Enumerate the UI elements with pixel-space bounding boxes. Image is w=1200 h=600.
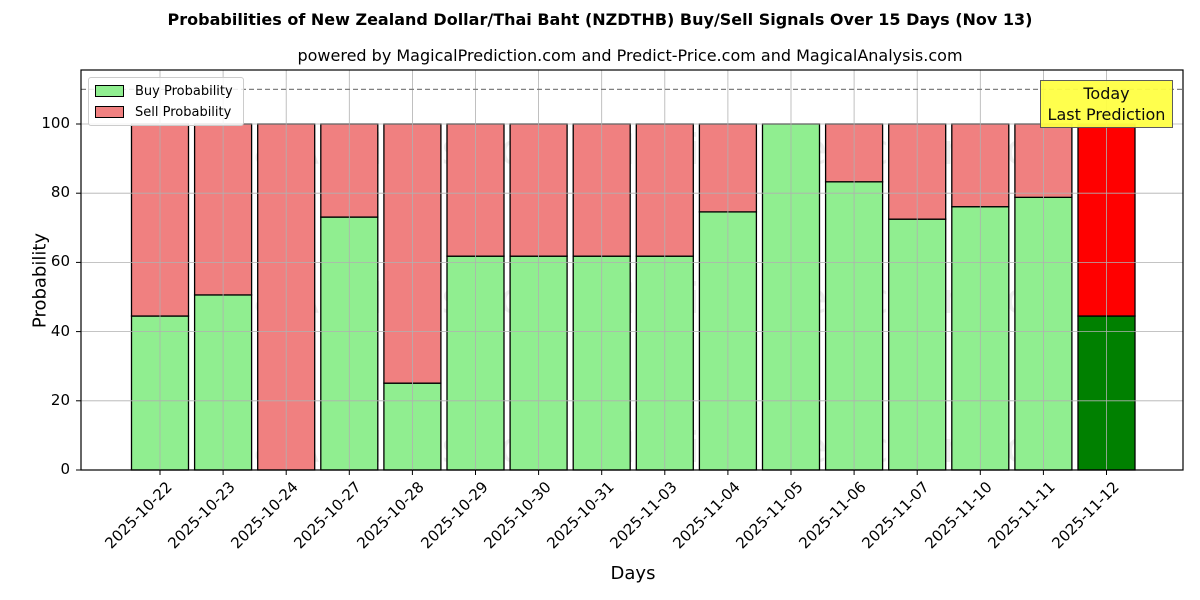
y-tick-label: 80: [50, 183, 70, 202]
y-tick-label: 60: [50, 252, 70, 271]
plot-frame: [80, 69, 1184, 471]
y-tick-label: 100: [41, 114, 70, 132]
annotation-line-2: Last Prediction: [1047, 105, 1166, 124]
y-tick-label: 20: [50, 390, 70, 409]
legend-item-sell: Sell Probability: [95, 104, 231, 120]
x-axis-label: Days: [610, 563, 656, 584]
chart-subtitle: powered by MagicalPrediction.com and Pre…: [297, 46, 963, 65]
y-axis-label: Probability: [29, 232, 51, 329]
bar-group: [193, 123, 253, 471]
legend-item-buy: Buy Probability: [95, 83, 233, 99]
chart-legend: Buy Probability Sell Probability: [88, 77, 244, 126]
legend-label-sell: Sell Probability: [135, 104, 232, 120]
annotation-line-1: Today: [1083, 84, 1130, 103]
y-tick-label: 0: [60, 460, 70, 478]
chart-title: Probabilities of New Zealand Dollar/Thai…: [167, 10, 1033, 29]
buy-swatch-icon: [95, 85, 124, 97]
y-tick-label: 40: [50, 321, 70, 340]
sell-swatch-icon: [95, 106, 124, 118]
legend-label-buy: Buy Probability: [135, 83, 233, 99]
today-annotation: Today Last Prediction: [1040, 80, 1173, 128]
